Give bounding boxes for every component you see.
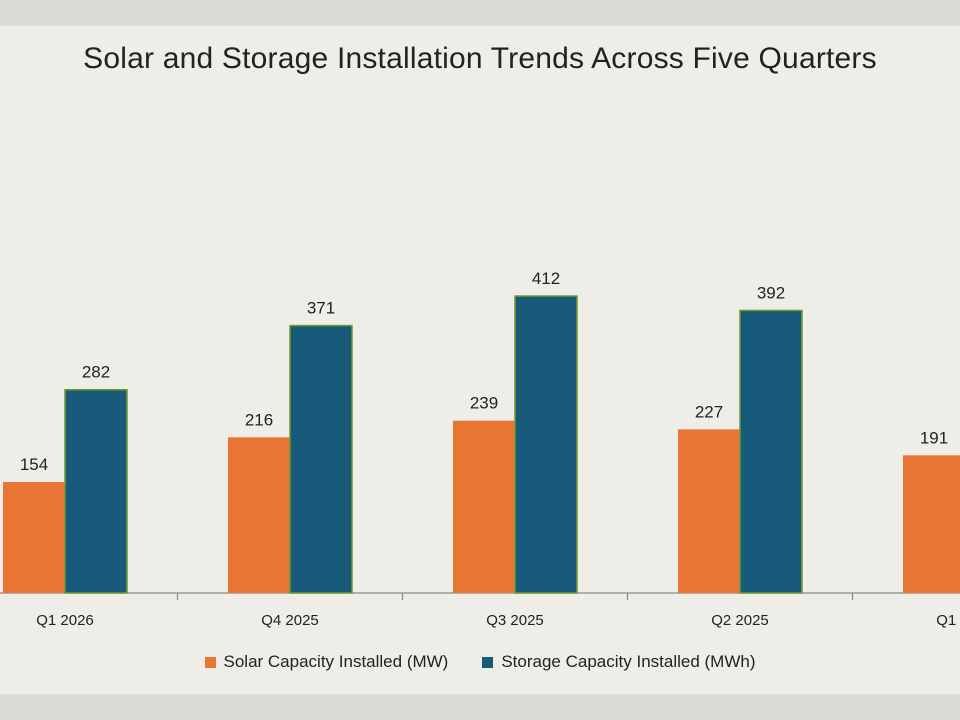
bar-solar: [228, 437, 290, 593]
bar-storage: [739, 309, 803, 594]
legend-swatch-solar: [204, 656, 216, 668]
bar-solar: [903, 455, 960, 593]
legend-item-storage: Storage Capacity Installed (MWh): [482, 652, 756, 672]
x-tick-label: Q1 2026: [36, 612, 94, 629]
x-tick-label: Q2 2025: [711, 612, 769, 629]
bar-solar: [453, 420, 515, 593]
data-label: 191: [920, 428, 948, 447]
x-tick-label: Q4 2025: [261, 612, 319, 629]
x-tick-label: Q3 2025: [486, 612, 544, 629]
legend-item-solar: Solar Capacity Installed (MW): [204, 652, 449, 672]
bar-solar: [678, 429, 740, 593]
data-label: 227: [695, 402, 723, 421]
legend-swatch-storage: [482, 656, 494, 668]
bar-storage: [289, 324, 353, 594]
legend-label-solar: Solar Capacity Installed (MW): [223, 652, 449, 671]
bar-storage: [514, 295, 578, 594]
bar-storage: [64, 388, 128, 594]
data-label: 154: [20, 455, 48, 474]
data-label: 216: [245, 410, 273, 429]
chart-frame: Solar and Storage Installation Trends Ac…: [0, 26, 960, 694]
data-label: 371: [307, 299, 335, 318]
bar-solar: [3, 481, 65, 593]
data-label: 282: [82, 363, 110, 382]
data-label: 392: [757, 283, 785, 302]
chart-legend: Solar Capacity Installed (MW) Storage Ca…: [0, 652, 960, 672]
x-tick-label: Q1 2025: [936, 612, 960, 629]
legend-label-storage: Storage Capacity Installed (MWh): [501, 652, 756, 671]
chart-title: Solar and Storage Installation Trends Ac…: [83, 42, 877, 75]
chart-plot: 154 282 Q1 2026 216 371 Q4 2025 239 412 Q3 2025 2…: [0, 269, 960, 629]
data-label: 412: [532, 269, 560, 288]
data-label: 239: [470, 394, 498, 413]
